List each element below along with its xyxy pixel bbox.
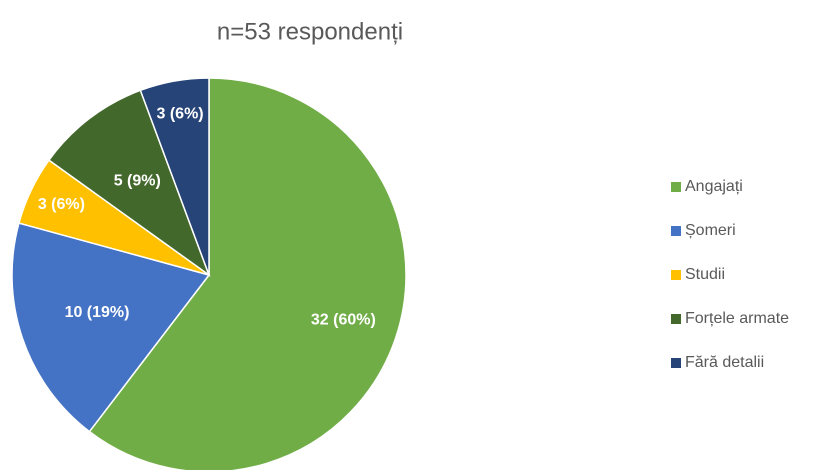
- data-label: 10 (19%): [65, 304, 130, 321]
- data-label: 3 (6%): [157, 105, 204, 122]
- legend-label: Fără detalii: [685, 354, 764, 371]
- legend-swatch: [671, 226, 681, 236]
- legend-label: Șomeri: [685, 222, 736, 239]
- legend-swatch: [671, 358, 681, 368]
- data-label: 5 (9%): [114, 172, 161, 189]
- legend-swatch: [671, 270, 681, 280]
- pie-slice: [139, 77, 210, 276]
- chart-title: n=53 respondenți: [217, 18, 403, 45]
- legend-label: Studii: [685, 266, 725, 283]
- pie-slice: [11, 222, 211, 433]
- pie-slice: [88, 77, 407, 470]
- legend-label: Angajați: [685, 178, 743, 195]
- legend-swatch: [671, 314, 681, 324]
- pie-slice: [47, 89, 211, 278]
- legend-label: Forțele armate: [685, 310, 789, 327]
- data-label: 3 (6%): [38, 196, 85, 213]
- legend-swatch: [671, 182, 681, 192]
- data-label: 32 (60%): [311, 312, 376, 329]
